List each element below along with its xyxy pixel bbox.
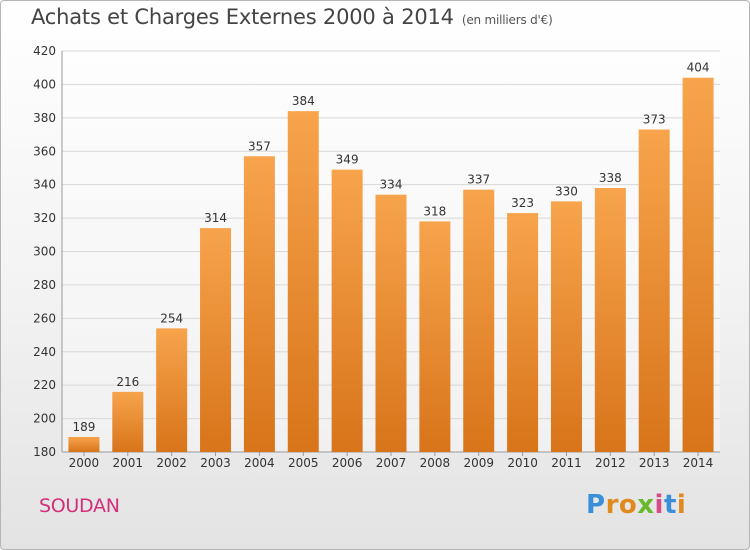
x-tick-label: 2008 <box>420 456 451 470</box>
logo-letter: o <box>618 490 638 520</box>
bar <box>419 221 451 452</box>
bar-value-label: 404 <box>687 61 710 75</box>
x-tick-label: 2009 <box>463 456 494 470</box>
bar <box>507 213 539 452</box>
y-tick-label: 180 <box>33 445 56 459</box>
bar-value-label: 330 <box>555 184 578 198</box>
x-tick-label: 2014 <box>683 456 714 470</box>
commune-name: SOUDAN <box>39 495 120 517</box>
bar-value-label: 337 <box>467 173 490 187</box>
bar-value-label: 189 <box>72 420 95 434</box>
bar-layer <box>68 77 714 453</box>
y-tick-label: 300 <box>33 245 56 259</box>
bar-value-label: 338 <box>599 171 622 185</box>
x-tick-label: 2012 <box>595 456 626 470</box>
logo-letter: i <box>676 490 687 520</box>
bar-value-label: 334 <box>380 178 403 192</box>
y-tick-label: 260 <box>33 311 56 325</box>
proxiti-logo: Proxiti <box>586 490 686 520</box>
bar <box>112 391 144 452</box>
logo-letter: P <box>586 490 606 520</box>
logo-letter: i <box>654 490 664 520</box>
bar <box>156 328 188 452</box>
label-layer: 180 200 220 240 260 280 300 320 340 360 380 400 420 1… <box>33 44 713 470</box>
bar <box>594 188 626 452</box>
bar-value-label: 318 <box>423 204 446 218</box>
chart-title: Achats et Charges Externes 2000 à 2014 (e… <box>31 5 553 29</box>
y-tick-label: 360 <box>33 144 56 158</box>
bar-value-label: 349 <box>336 153 359 167</box>
y-tick-label: 340 <box>33 178 56 192</box>
logo-letter: t <box>663 490 677 520</box>
x-tick-label: 2004 <box>244 456 275 470</box>
x-tick-label: 2013 <box>639 456 670 470</box>
y-tick-label: 420 <box>33 44 56 58</box>
y-tick-label: 320 <box>33 211 56 225</box>
x-tick-label: 2003 <box>200 456 231 470</box>
bar-value-label: 373 <box>643 113 666 127</box>
bar <box>287 111 319 453</box>
logo-letter: x <box>637 490 655 520</box>
y-tick-label: 380 <box>33 111 56 125</box>
bar <box>638 129 670 452</box>
y-tick-label: 400 <box>33 77 56 91</box>
bar <box>550 201 582 452</box>
bar-value-label: 357 <box>248 139 271 153</box>
x-tick-label: 2002 <box>156 456 187 470</box>
bar <box>68 436 100 452</box>
y-tick-label: 200 <box>33 412 56 426</box>
bar-value-label: 384 <box>292 94 315 108</box>
x-tick-label: 2007 <box>376 456 407 470</box>
bar <box>200 228 232 452</box>
bar <box>682 77 714 452</box>
x-tick-label: 2001 <box>113 456 144 470</box>
bar <box>243 156 275 452</box>
y-tick-label: 220 <box>33 378 56 392</box>
bar <box>331 169 363 453</box>
bar <box>375 194 407 453</box>
bar-value-label: 254 <box>160 311 183 325</box>
chart-unit: (en milliers d'€) <box>461 13 553 27</box>
x-tick-label: 2006 <box>332 456 363 470</box>
x-tick-label: 2011 <box>551 456 582 470</box>
x-tick-label: 2000 <box>69 456 100 470</box>
y-tick-label: 280 <box>33 278 56 292</box>
bar <box>463 189 495 452</box>
bar-value-label: 216 <box>116 375 139 389</box>
logo-letter: r <box>605 490 619 520</box>
bar-value-label: 314 <box>204 211 227 225</box>
x-tick-label: 2005 <box>288 456 319 470</box>
chart-title-text: Achats et Charges Externes 2000 à 2014 <box>31 5 454 29</box>
x-tick-label: 2010 <box>507 456 538 470</box>
y-tick-label: 240 <box>33 345 56 359</box>
bar-value-label: 323 <box>511 196 534 210</box>
